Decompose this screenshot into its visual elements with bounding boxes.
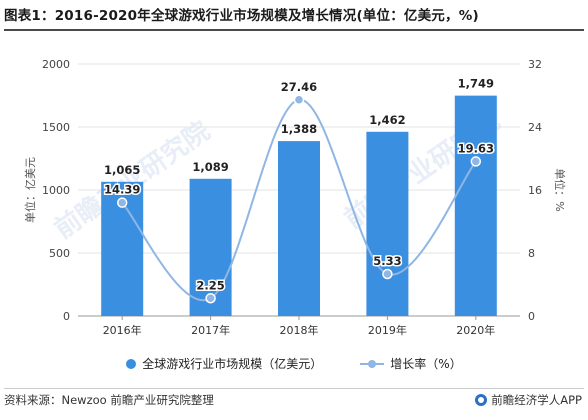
line-value-label: 14.39: [104, 183, 140, 197]
legend-bar-swatch: [126, 358, 137, 369]
x-tick-label: 2017年: [191, 323, 230, 337]
y-right-tick-label: 0: [528, 310, 535, 323]
footer-brand-label: 前瞻经济学人APP: [491, 393, 582, 407]
y-right-tick-label: 16: [528, 184, 542, 197]
bar-value-label: 1,749: [458, 77, 494, 91]
bar: [454, 95, 497, 316]
y-left-tick-label: 0: [63, 310, 70, 323]
legend-item-line: 增长率（%）: [360, 355, 462, 372]
legend-line-swatch: [360, 359, 385, 369]
y-right-tick-label: 24: [528, 121, 542, 134]
footer-brand: 前瞻经济学人APP: [475, 392, 582, 408]
line-value-label: 2.25: [196, 278, 224, 292]
footer-source: 资料来源：Newzoo 前瞻产业研究院整理: [4, 393, 214, 407]
y-right-tick-label: 8: [528, 247, 535, 260]
y-left-tick-label: 500: [49, 247, 70, 260]
line-value-label-halo: 5.33: [373, 254, 401, 268]
line-value-label: 19.63: [458, 141, 494, 155]
bar: [366, 131, 409, 316]
line-value-label: 27.46: [281, 80, 317, 94]
x-tick-label: 2019年: [368, 323, 407, 337]
line-point: [293, 94, 305, 106]
y-left-tick-label: 2000: [42, 58, 70, 71]
legend-item-bar: 全球游戏行业市场规模（亿美元）: [126, 355, 322, 372]
bar-value-label: 1,462: [369, 113, 405, 127]
line-value-label-halo: 2.25: [196, 278, 224, 292]
line-point: [116, 197, 128, 208]
y-left-tick-label: 1500: [42, 121, 70, 134]
line-point: [205, 293, 216, 304]
line-point: [382, 268, 393, 280]
y-left-tick-label: 1000: [42, 184, 70, 197]
y-left-axis-title: 单位：亿美元: [23, 157, 37, 223]
bar-value-label: 1,065: [104, 163, 140, 177]
bar-value-label: 1,089: [192, 160, 228, 174]
x-tick-label: 2016年: [103, 323, 142, 337]
line-point: [470, 156, 482, 167]
legend-bar-label: 全球游戏行业市场规模（亿美元）: [142, 357, 323, 371]
bar-value-label: 1,388: [281, 122, 317, 136]
chart-legend: 全球游戏行业市场规模（亿美元） 增长率（%）: [0, 355, 588, 372]
title-divider: [4, 29, 584, 31]
y-right-axis-title: 单位：%: [553, 168, 567, 211]
line-value-label-halo: 27.46: [281, 80, 317, 94]
chart-title: 图表1：2016-2020年全球游戏行业市场规模及增长情况(单位：亿美元，%): [4, 8, 479, 24]
brand-logo-icon: [475, 394, 488, 406]
line-value-label: 5.33: [373, 254, 401, 268]
legend-line-label: 增长率（%）: [390, 357, 462, 371]
bar: [278, 141, 320, 316]
y-right-tick-label: 32: [528, 58, 542, 71]
x-tick-label: 2020年: [456, 323, 495, 337]
line-value-label-halo: 19.63: [458, 141, 494, 155]
line-value-label-halo: 14.39: [104, 183, 140, 197]
footer-divider: [4, 388, 584, 389]
x-tick-label: 2018年: [280, 323, 319, 337]
